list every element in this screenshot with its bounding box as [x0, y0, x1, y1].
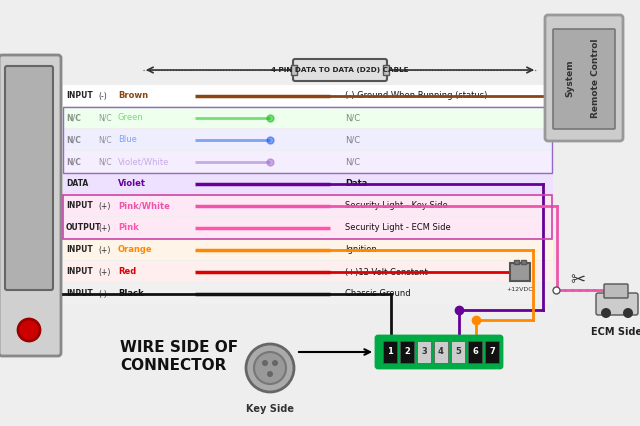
Bar — [485, 341, 499, 363]
Bar — [417, 341, 431, 363]
Text: N/C: N/C — [98, 135, 111, 144]
FancyBboxPatch shape — [376, 336, 502, 368]
Text: Violet/White: Violet/White — [118, 158, 170, 167]
FancyBboxPatch shape — [0, 55, 61, 356]
Text: INPUT: INPUT — [66, 290, 93, 299]
Text: N/C: N/C — [66, 113, 81, 123]
Text: 2: 2 — [404, 348, 410, 357]
Text: (+)12 Volt Constant: (+)12 Volt Constant — [345, 268, 428, 276]
Bar — [63, 261, 553, 282]
Text: Data: Data — [345, 179, 367, 188]
FancyBboxPatch shape — [553, 29, 615, 129]
Text: Remote Control: Remote Control — [591, 38, 600, 118]
Bar — [383, 65, 389, 75]
Circle shape — [246, 344, 294, 392]
Text: Blue: Blue — [118, 135, 137, 144]
Text: Green: Green — [118, 113, 144, 123]
Bar — [451, 341, 465, 363]
Circle shape — [272, 360, 278, 366]
Bar — [521, 260, 526, 264]
Text: Ignition: Ignition — [345, 245, 377, 254]
Text: INPUT: INPUT — [66, 92, 93, 101]
Circle shape — [254, 352, 286, 384]
Bar — [63, 107, 553, 128]
Bar — [510, 263, 530, 281]
Text: 4: 4 — [438, 348, 444, 357]
Text: INPUT: INPUT — [66, 201, 93, 210]
Bar — [63, 283, 553, 304]
Text: Pink/White: Pink/White — [118, 201, 170, 210]
FancyBboxPatch shape — [5, 66, 53, 290]
Text: INPUT: INPUT — [66, 245, 93, 254]
Text: (+): (+) — [98, 245, 110, 254]
Text: 1: 1 — [387, 348, 393, 357]
Text: Red: Red — [118, 268, 136, 276]
Text: N/C: N/C — [98, 158, 111, 167]
Text: 5: 5 — [455, 348, 461, 357]
Bar — [434, 341, 448, 363]
Text: N/C: N/C — [98, 113, 111, 123]
Text: Orange: Orange — [118, 245, 152, 254]
Text: Black: Black — [118, 290, 143, 299]
Text: Security Light - Key Side: Security Light - Key Side — [345, 201, 448, 210]
Circle shape — [262, 360, 268, 366]
Text: (-): (-) — [98, 92, 107, 101]
Text: 4 PIN DATA TO DATA (D2D) CABLE: 4 PIN DATA TO DATA (D2D) CABLE — [271, 67, 409, 73]
Text: Chassis Ground: Chassis Ground — [345, 290, 411, 299]
Text: Violet: Violet — [118, 179, 146, 188]
Text: Security Light - ECM Side: Security Light - ECM Side — [345, 224, 451, 233]
Text: ✂: ✂ — [570, 271, 586, 289]
Text: OUTPUT: OUTPUT — [66, 224, 102, 233]
FancyBboxPatch shape — [604, 284, 628, 298]
Text: Pink: Pink — [118, 224, 139, 233]
Bar — [63, 173, 553, 194]
Text: (+): (+) — [98, 201, 110, 210]
Circle shape — [623, 308, 633, 318]
Text: +12VDC: +12VDC — [507, 287, 533, 292]
Text: N/C: N/C — [345, 113, 360, 123]
Text: CONNECTOR: CONNECTOR — [120, 359, 227, 374]
Bar — [400, 341, 414, 363]
Text: N/C: N/C — [345, 158, 360, 167]
Text: (-) Ground When Running (status): (-) Ground When Running (status) — [345, 92, 488, 101]
Bar — [63, 107, 552, 173]
Text: (+): (+) — [98, 268, 110, 276]
Text: N/C: N/C — [345, 135, 360, 144]
Bar — [468, 341, 482, 363]
Text: 3: 3 — [421, 348, 427, 357]
FancyBboxPatch shape — [293, 59, 387, 81]
Circle shape — [267, 371, 273, 377]
Bar — [291, 65, 297, 75]
Bar — [383, 341, 397, 363]
Text: DATA: DATA — [66, 179, 88, 188]
Text: System: System — [566, 59, 575, 97]
Text: INPUT: INPUT — [66, 268, 93, 276]
FancyBboxPatch shape — [545, 15, 623, 141]
Text: WIRE SIDE OF: WIRE SIDE OF — [120, 340, 238, 356]
FancyBboxPatch shape — [596, 293, 638, 315]
Circle shape — [601, 308, 611, 318]
Text: N/C: N/C — [66, 158, 81, 167]
Bar — [63, 85, 553, 106]
Bar — [63, 129, 553, 150]
Text: Key Side: Key Side — [246, 404, 294, 414]
Text: (+): (+) — [98, 224, 110, 233]
Circle shape — [18, 319, 40, 341]
Bar — [63, 239, 553, 260]
Bar — [63, 217, 553, 238]
Text: 6: 6 — [472, 348, 478, 357]
Text: N/C: N/C — [66, 135, 81, 144]
Text: (-): (-) — [98, 290, 107, 299]
Bar — [63, 151, 553, 172]
Bar — [63, 195, 552, 239]
Text: Brown: Brown — [118, 92, 148, 101]
Text: 7: 7 — [489, 348, 495, 357]
Text: ECM Side: ECM Side — [591, 327, 640, 337]
Bar — [63, 195, 553, 216]
Bar — [514, 260, 519, 264]
